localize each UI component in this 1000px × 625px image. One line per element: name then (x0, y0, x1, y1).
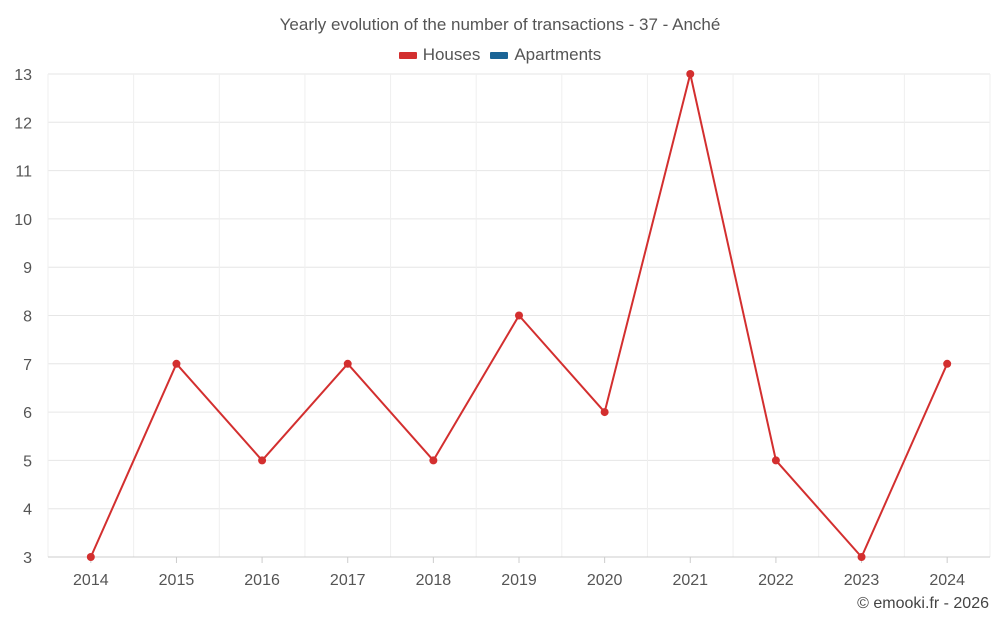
data-point-houses (172, 359, 181, 368)
y-tick-label: 6 (23, 405, 32, 422)
legend-label-houses: Houses (422, 45, 481, 64)
data-point-houses (515, 311, 523, 320)
x-tick-label: 2019 (501, 572, 537, 589)
y-tick-label: 9 (23, 260, 32, 277)
y-tick-label: 10 (14, 212, 32, 229)
x-tick-label: 2018 (416, 572, 452, 589)
x-tick-label: 2017 (330, 572, 366, 589)
legend-item-apartments[interactable]: Apartments (490, 45, 601, 65)
x-tick-label: 2015 (159, 572, 195, 589)
legend-item-houses[interactable]: Houses (398, 45, 481, 65)
x-tick-label: 2021 (672, 572, 708, 589)
data-point-houses (857, 553, 866, 561)
x-tick-label: 2020 (587, 572, 623, 589)
data-point-houses (258, 456, 267, 465)
y-tick-label: 7 (23, 357, 32, 374)
data-point-houses (771, 456, 780, 465)
y-tick-label: 12 (14, 115, 32, 132)
data-point-houses (686, 70, 695, 78)
x-tick-label: 2023 (844, 572, 880, 589)
x-tick-label: 2016 (244, 572, 280, 589)
legend: Houses Apartments (0, 45, 1000, 65)
x-tick-label: 2024 (929, 572, 965, 589)
y-axis: 3 4 5 6 7 8 9 10 11 12 13 (14, 67, 32, 567)
x-tick-label: 2022 (758, 572, 794, 589)
y-tick-label: 13 (14, 67, 32, 84)
legend-swatch-houses (398, 51, 417, 59)
legend-label-apartments: Apartments (514, 45, 602, 64)
data-point-houses (429, 456, 438, 465)
y-tick-label: 3 (23, 550, 32, 567)
x-axis: 2014 2015 2016 2017 2018 2019 2020 2021 2022 2023… (48, 556, 990, 589)
x-tick-label: 2014 (73, 572, 109, 589)
credit-text: © emooki.fr - 2026 (857, 595, 989, 612)
data-point-houses (600, 408, 609, 417)
legend-swatch-apartments (490, 51, 509, 59)
y-tick-label: 5 (23, 453, 32, 470)
series-layer (86, 70, 952, 561)
y-tick-label: 4 (23, 502, 32, 519)
y-tick-label: 11 (15, 164, 32, 181)
y-tick-label: 8 (23, 309, 32, 326)
data-point-houses (86, 553, 95, 561)
data-point-houses (943, 359, 952, 368)
chart-title: Yearly evolution of the number of transa… (279, 15, 721, 34)
data-point-houses (343, 359, 352, 368)
